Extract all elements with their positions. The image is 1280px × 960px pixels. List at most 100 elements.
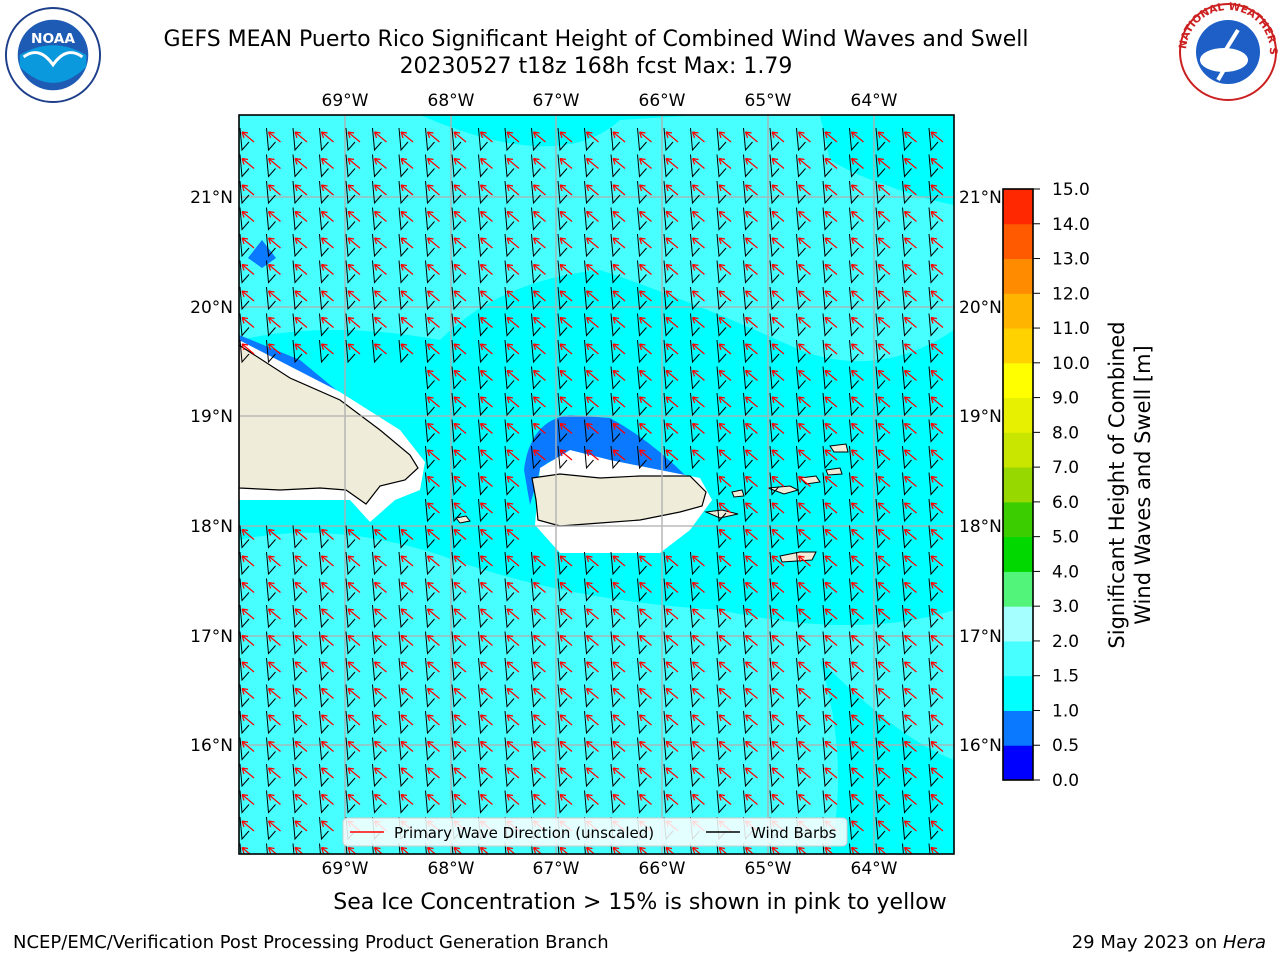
wind-barb [266, 631, 276, 655]
wind-barb [902, 657, 912, 682]
wave-arrow [771, 714, 785, 726]
wind-barb [319, 207, 329, 231]
wave-arrow [267, 263, 281, 275]
wave-arrow [797, 290, 811, 302]
wave-arrow [638, 396, 652, 408]
wind-barb [239, 207, 250, 231]
wind-barb [610, 843, 613, 854]
wave-arrow [267, 316, 281, 328]
wave-arrow [850, 210, 864, 222]
wind-barb [345, 604, 356, 629]
wind-barb [902, 790, 912, 814]
wave-arrow [718, 369, 732, 381]
wave-arrow [479, 369, 493, 381]
wave-arrow [877, 290, 891, 302]
wind-barb [584, 339, 594, 364]
wave-arrow [294, 528, 308, 540]
wind-barb [743, 445, 753, 470]
wind-barb [637, 286, 647, 311]
lat-label: 17°N [959, 627, 1002, 647]
wave-arrow [426, 396, 440, 408]
wave-arrow [426, 714, 440, 726]
map-legend: Primary Wave Direction (unscaled) Wind B… [342, 817, 848, 847]
wind-barb [345, 843, 348, 854]
wave-arrow [824, 661, 838, 673]
wind-barb [504, 498, 515, 523]
latitude-labels-left: 21°N 20°N 19°N 18°N 17°N 16°N [190, 188, 233, 756]
wave-arrow [903, 157, 917, 169]
wave-arrow [267, 740, 281, 752]
wind-barb [319, 578, 329, 602]
wave-arrow [400, 290, 414, 302]
wave-arrow [771, 740, 785, 752]
wave-arrow [850, 740, 864, 752]
wind-barb [902, 286, 912, 311]
wave-arrow [559, 714, 573, 726]
wave-arrow [903, 396, 917, 408]
wind-barb [902, 737, 912, 761]
wave-arrow [930, 475, 944, 487]
wind-barb [637, 207, 647, 231]
wave-arrow [559, 290, 573, 302]
wave-arrow [718, 793, 732, 805]
wind-barb [292, 657, 303, 682]
wind-barb [584, 604, 594, 629]
wind-barb [690, 737, 700, 761]
wind-barb [239, 127, 250, 152]
wave-arrow [877, 316, 891, 328]
wind-barb [398, 339, 409, 364]
wave-arrow [665, 687, 679, 699]
wind-barb [716, 260, 727, 284]
wave-arrow [877, 369, 891, 381]
wind-barb [769, 445, 780, 470]
wave-arrow [850, 767, 864, 779]
wind-barb [716, 154, 727, 178]
wave-arrow [612, 714, 626, 726]
wave-arrow [771, 369, 785, 381]
wave-arrow [373, 608, 387, 620]
wave-arrow [241, 687, 255, 699]
wind-barb [849, 816, 859, 841]
wave-arrow [585, 449, 599, 461]
wind-barb [637, 763, 647, 788]
wave-arrow [744, 210, 758, 222]
wind-barb [928, 154, 939, 178]
wind-barb [478, 445, 488, 470]
wave-arrow [400, 184, 414, 196]
wind-barb [663, 737, 674, 761]
wind-barb [292, 180, 303, 205]
wave-arrow [691, 634, 705, 646]
wind-barb [478, 578, 488, 602]
wind-barb [743, 154, 753, 178]
wave-arrow [877, 502, 891, 514]
wave-arrow [479, 422, 493, 434]
wind-barb [769, 498, 780, 523]
wind-barb [743, 578, 753, 602]
wind-barb [504, 578, 515, 602]
wind-barb [769, 180, 780, 205]
wave-arrow [877, 131, 891, 143]
wave-arrow [585, 555, 599, 567]
wave-arrow [771, 263, 785, 275]
colorbar-tick-label: 15.0 [1052, 180, 1090, 200]
wave-arrow [771, 555, 785, 567]
wave-arrow [453, 528, 467, 540]
lon-label: 67°W [533, 91, 580, 111]
wind-barb [610, 366, 621, 390]
wave-arrow [453, 184, 467, 196]
wave-arrow [930, 608, 944, 620]
wave-arrow [426, 581, 440, 593]
wave-arrow [691, 263, 705, 275]
longitude-labels-bottom: 69°W 68°W 67°W 66°W 65°W 64°W [322, 859, 898, 879]
wind-barb [690, 763, 700, 788]
wind-barb [743, 313, 753, 337]
wind-barb [292, 710, 303, 735]
wave-arrow [294, 316, 308, 328]
wind-barb [239, 154, 250, 178]
wind-barb [398, 684, 409, 708]
wind-barb [319, 763, 329, 788]
wind-barb [292, 763, 303, 788]
wind-barb [610, 445, 621, 470]
wave-arrow [877, 396, 891, 408]
wind-barb [796, 154, 806, 178]
